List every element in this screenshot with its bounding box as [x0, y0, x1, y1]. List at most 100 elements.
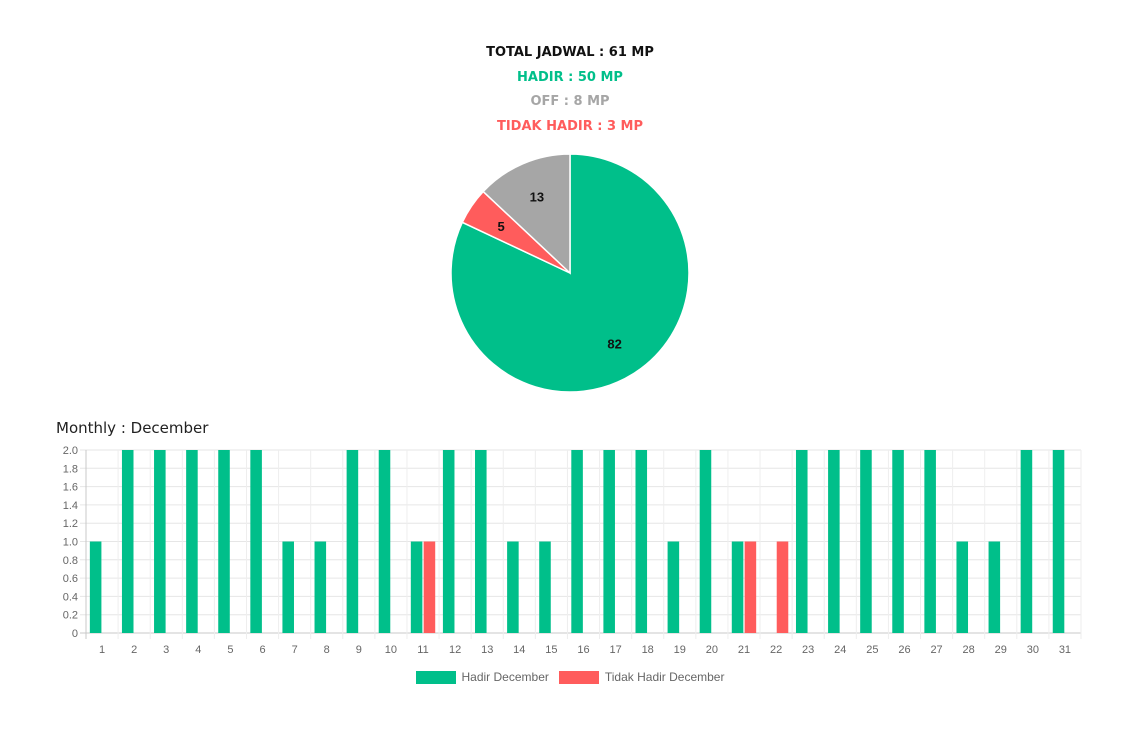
bar-hadir[interactable] [699, 450, 712, 633]
bar-hadir[interactable] [1052, 450, 1065, 633]
bar-hadir[interactable] [89, 541, 102, 634]
summary-hadir-value: 50 MP [577, 70, 623, 85]
summary-hadir-label: HADIR [517, 70, 564, 85]
bar-hadir[interactable] [667, 541, 680, 634]
x-tick-label: 6 [259, 644, 265, 656]
x-tick-label: 21 [738, 644, 750, 656]
y-tick-label: 1.4 [63, 500, 78, 512]
bar-hadir[interactable] [378, 450, 391, 633]
x-tick-label: 27 [930, 644, 942, 656]
x-tick-label: 25 [866, 644, 878, 656]
summary-total-label: TOTAL JADWAL [486, 45, 595, 60]
summary-total: TOTAL JADWAL : 61 MP [486, 45, 654, 60]
legend-item-tidak-hadir[interactable]: Tidak Hadir December [558, 670, 725, 684]
bar-hadir[interactable] [603, 450, 615, 633]
y-tick-label: 1.0 [63, 537, 78, 549]
y-tick-label: 0.2 [63, 610, 78, 622]
y-tick-label: 2.0 [63, 445, 78, 457]
x-tick-label: 1 [99, 644, 105, 656]
x-tick-label: 28 [963, 644, 975, 656]
pie-slice[interactable] [482, 153, 571, 275]
x-tick-label: 9 [356, 644, 362, 656]
x-tick-label: 24 [834, 644, 846, 656]
monthly-title: Monthly : December [56, 419, 209, 437]
x-tick-label: 19 [674, 644, 686, 656]
bar-hadir[interactable] [1020, 450, 1033, 633]
y-tick-label: 0.4 [63, 591, 78, 603]
bar-hadir[interactable] [507, 541, 519, 634]
bar-chart-legend: Hadir December Tidak Hadir December [0, 670, 1140, 684]
bar-hadir[interactable] [924, 450, 936, 633]
x-tick-label: 2 [131, 644, 137, 656]
bar-hadir[interactable] [121, 450, 134, 633]
bar-hadir[interactable] [635, 450, 648, 633]
y-tick-label: 1.2 [63, 518, 78, 530]
bar-hadir[interactable] [571, 450, 583, 633]
bar-hadir[interactable] [860, 450, 872, 633]
x-tick-label: 4 [195, 644, 201, 656]
bar-hadir[interactable] [475, 450, 487, 633]
pie-slice-label: 5 [497, 219, 504, 234]
x-tick-label: 17 [609, 644, 621, 656]
pie-slice[interactable] [450, 153, 690, 393]
x-tick-label: 10 [385, 644, 397, 656]
summary-off-value: 8 MP [573, 94, 610, 109]
summary-tidak-hadir-value: 3 MP [606, 119, 644, 134]
x-tick-label: 22 [770, 644, 782, 656]
bar-tidak-hadir[interactable] [423, 541, 436, 634]
pie-slice-label: 82 [607, 336, 621, 351]
legend-swatch [415, 670, 456, 684]
bar-hadir[interactable] [731, 541, 744, 634]
x-tick-label: 12 [449, 644, 461, 656]
bar-hadir[interactable] [250, 450, 262, 633]
x-tick-label: 8 [324, 644, 330, 656]
x-tick-label: 5 [227, 644, 233, 656]
x-tick-label: 18 [642, 644, 654, 656]
bar-hadir[interactable] [539, 541, 551, 634]
x-tick-label: 20 [706, 644, 718, 656]
x-tick-label: 26 [898, 644, 910, 656]
y-tick-label: 0.6 [63, 573, 78, 585]
x-tick-label: 14 [513, 644, 525, 656]
x-tick-label: 13 [481, 644, 493, 656]
bar-hadir[interactable] [410, 541, 423, 634]
bar-hadir[interactable] [442, 450, 455, 633]
bar-tidak-hadir[interactable] [776, 541, 789, 634]
x-tick-label: 30 [1027, 644, 1039, 656]
x-tick-label: 31 [1059, 644, 1071, 656]
summary-hadir: HADIR : 50 MP [517, 70, 623, 85]
summary-off: OFF : 8 MP [530, 94, 610, 109]
pie-slice-label: 13 [530, 190, 544, 205]
bar-hadir[interactable] [186, 450, 198, 633]
bar-hadir[interactable] [346, 450, 359, 633]
bar-hadir[interactable] [314, 541, 327, 634]
bar-hadir[interactable] [892, 450, 904, 633]
y-tick-label: 1.6 [63, 482, 78, 494]
bar-hadir[interactable] [282, 541, 294, 634]
x-tick-label: 29 [995, 644, 1007, 656]
pie-chart: 82 5 13 [450, 153, 690, 393]
legend-item-hadir[interactable]: Hadir December [415, 670, 549, 684]
x-tick-label: 23 [802, 644, 814, 656]
bar-hadir[interactable] [988, 541, 1001, 634]
x-tick-label: 16 [577, 644, 589, 656]
y-tick-label: 0 [72, 628, 78, 640]
summary-off-label: OFF [530, 94, 560, 109]
y-tick-label: 0.8 [63, 555, 78, 567]
bar-hadir[interactable] [795, 450, 808, 633]
bar-hadir[interactable] [154, 450, 166, 633]
legend-swatch [558, 670, 599, 684]
summary-tidak-hadir-label: TIDAK HADIR [496, 119, 593, 134]
x-tick-label: 11 [417, 644, 428, 656]
bar-hadir[interactable] [956, 541, 969, 634]
x-tick-label: 15 [545, 644, 557, 656]
summary-tidak-hadir: TIDAK HADIR : 3 MP [496, 119, 644, 134]
bar-tidak-hadir[interactable] [744, 541, 757, 634]
x-tick-label: 3 [163, 644, 169, 656]
bar-hadir[interactable] [828, 450, 840, 633]
summary-total-value: 61 MP [608, 45, 654, 60]
y-tick-label: 1.8 [63, 463, 78, 475]
bar-hadir[interactable] [218, 450, 230, 633]
legend-label: Tidak Hadir December [604, 670, 725, 684]
x-tick-label: 7 [292, 644, 298, 656]
